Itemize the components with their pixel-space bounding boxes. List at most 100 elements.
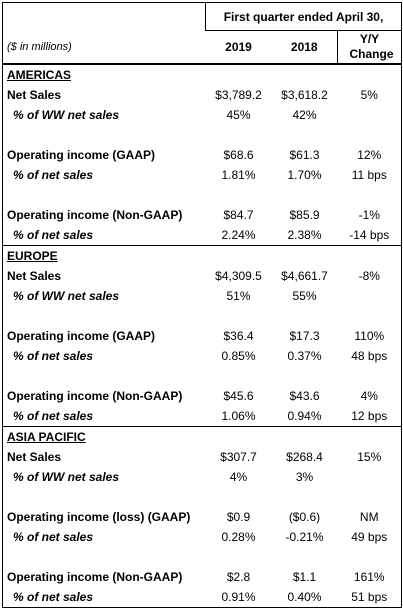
cell-value: 0.40%: [271, 587, 338, 608]
header-row: First quarter ended April 30,: [3, 2, 402, 31]
data-row: % of WW net sales 51% 55%: [3, 286, 402, 306]
cell-value: $61.3: [289, 148, 320, 162]
row-label: Net Sales: [7, 88, 62, 102]
row-label: % of net sales: [2, 225, 206, 246]
cell-value: [338, 467, 402, 487]
cell-value: $0.9: [226, 510, 251, 524]
cell-value: ($0.6): [288, 510, 321, 524]
spacer-row: [3, 487, 402, 507]
data-row: Operating income (Non-GAAP) $45.6 $43.6 4%: [3, 386, 402, 406]
spacer-row: [3, 547, 402, 567]
row-label: % of net sales: [13, 168, 94, 182]
cell-value: $4,661.7: [281, 269, 328, 283]
cell-value: 51%: [226, 289, 251, 303]
cell-value: $268.4: [286, 450, 323, 464]
cell-value: 55%: [292, 289, 317, 303]
row-label: Operating income (Non-GAAP): [7, 208, 183, 222]
data-row: Operating income (loss) (GAAP) $0.9 ($0.6)…: [3, 507, 402, 527]
data-row: % of net sales 2.24% 2.38% -14 bps: [2, 225, 402, 246]
cell-value: 1.81%: [221, 168, 256, 182]
cell-value: 161%: [353, 570, 385, 584]
spacer-row: [3, 306, 402, 326]
column-header: Y/Y Change: [336, 30, 402, 65]
row-label: % of net sales: [13, 530, 94, 544]
cell-value: 1.70%: [287, 168, 322, 182]
row-label: % of WW net sales: [13, 289, 120, 303]
data-row: % of net sales 0.85% 0.37% 48 bps: [3, 346, 402, 366]
cell-value: 15%: [357, 450, 382, 464]
spacer-row: [3, 366, 402, 386]
cell-value: 1.06%: [205, 406, 272, 427]
cell-value: $36.4: [223, 329, 254, 343]
cell-value: 0.28%: [221, 530, 256, 544]
cell-value: 2.38%: [271, 225, 338, 246]
data-row: % of net sales 0.91% 0.40% 51 bps: [2, 587, 402, 608]
cell-value: 4%: [360, 389, 378, 403]
cell-value: 51 bps: [337, 587, 402, 608]
cell-value: 2.24%: [205, 225, 272, 246]
cell-value: 11 bps: [351, 168, 387, 182]
cell-value: 110%: [354, 329, 385, 343]
cell-value: $17.3: [289, 329, 320, 343]
cell-value: $1.1: [292, 570, 317, 584]
row-label: Operating income (GAAP): [7, 329, 156, 343]
section-row: ASIA PACIFIC: [2, 426, 402, 447]
cell-value: $2.8: [226, 570, 251, 584]
blank: [3, 185, 402, 205]
section-title: EUROPE: [2, 245, 402, 266]
cell-value: $307.7: [220, 450, 257, 464]
cell-value: 42%: [292, 108, 317, 122]
data-row: % of net sales 1.06% 0.94% 12 bps: [2, 406, 402, 427]
data-row: Operating income (GAAP) $36.4 $17.3 110%: [3, 326, 402, 346]
blank: [3, 547, 402, 567]
cell-value: [338, 286, 402, 306]
section-row: AMERICAS: [2, 63, 402, 85]
row-label: Operating income (loss) (GAAP): [7, 510, 191, 524]
cell-value: 5%: [360, 88, 378, 102]
cell-value: -8%: [358, 269, 380, 283]
section-row: EUROPE: [2, 245, 402, 266]
blank: [3, 487, 402, 507]
cell-value: 49 bps: [351, 530, 388, 544]
cell-value: [338, 105, 402, 125]
cell-value: -1%: [358, 208, 380, 222]
cell-value: $43.6: [289, 389, 320, 403]
cell-value: 0.37%: [287, 349, 322, 363]
column-header: 2018: [271, 30, 338, 65]
cell-value: 4%: [229, 470, 248, 484]
row-label: Net Sales: [7, 269, 62, 283]
data-row: Operating income (Non-GAAP) $2.8 $1.1 161%: [3, 567, 402, 587]
cell-value: -14 bps: [337, 225, 402, 246]
cell-value: $45.6: [223, 389, 254, 403]
period-header: First quarter ended April 30,: [204, 2, 402, 31]
cell-value: $68.6: [223, 148, 254, 162]
row-label: % of net sales: [2, 406, 206, 427]
data-row: % of WW net sales 4% 3%: [3, 467, 402, 487]
section-title: AMERICAS: [2, 63, 402, 85]
cell-value: $85.9: [289, 208, 320, 222]
row-label: Operating income (Non-GAAP): [7, 570, 183, 584]
data-row: % of WW net sales 45% 42%: [3, 105, 402, 125]
spacer-row: [3, 185, 402, 205]
cell-value: $84.7: [223, 208, 254, 222]
spacer-row: [3, 125, 402, 145]
cell-value: 12 bps: [337, 406, 402, 427]
data-row: Net Sales $3,789.2 $3,618.2 5%: [3, 85, 402, 105]
units-label: ($ in millions): [2, 30, 206, 65]
cell-value: 3%: [295, 470, 314, 484]
cell-value: 0.91%: [205, 587, 272, 608]
cell-value: NM: [359, 510, 379, 524]
cell-value: 0.94%: [271, 406, 338, 427]
section-title: ASIA PACIFIC: [2, 426, 402, 447]
blank: [3, 3, 206, 31]
cell-value: $4,309.5: [215, 269, 262, 283]
blank: [3, 125, 402, 145]
blank: [3, 366, 402, 386]
cell-value: 45%: [226, 108, 251, 122]
column-header-text: Y/Y Change: [349, 32, 394, 61]
cell-value: $3,789.2: [215, 88, 262, 102]
data-row: Net Sales $307.7 $268.4 15%: [3, 447, 402, 467]
data-row: Net Sales $4,309.5 $4,661.7 -8%: [3, 266, 402, 286]
